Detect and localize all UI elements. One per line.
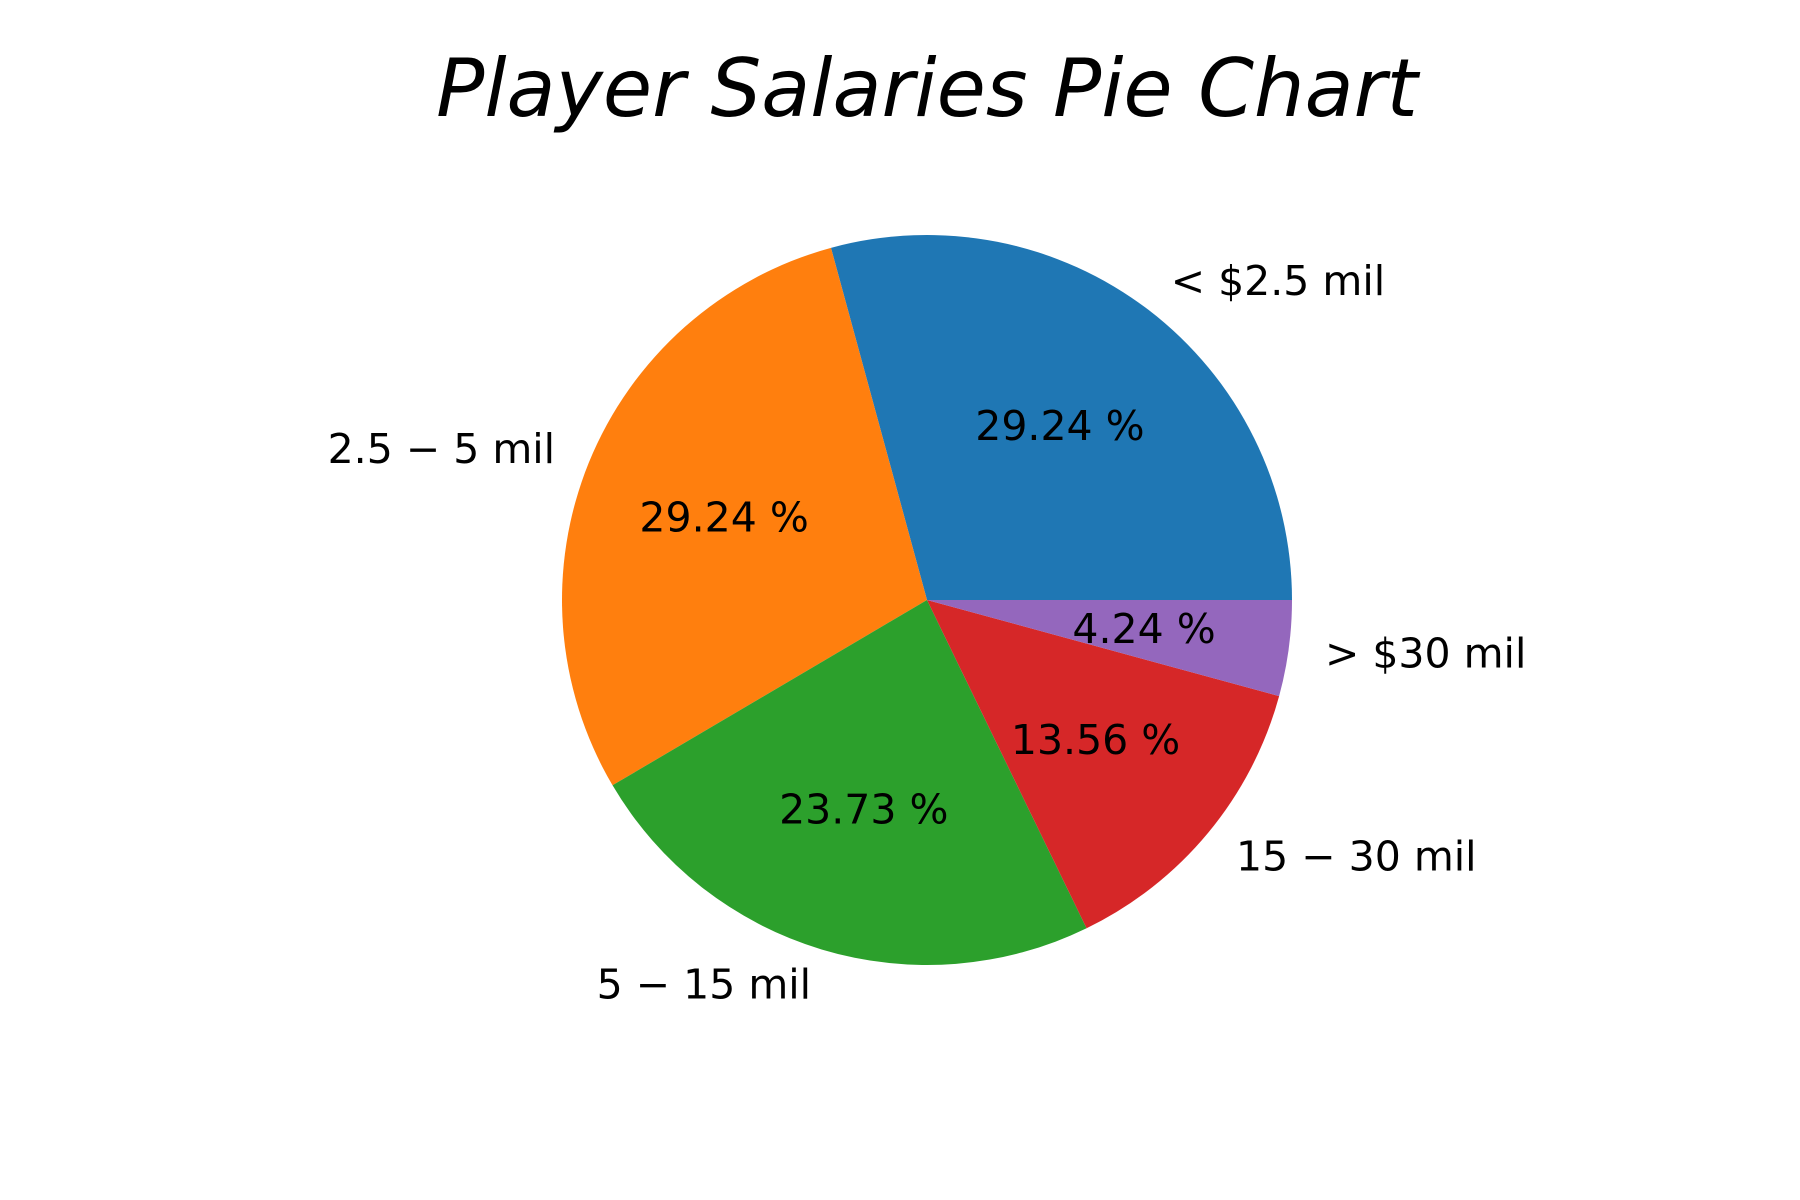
pie-slice-5 — [927, 600, 1292, 697]
pie-slice-1 — [830, 235, 1292, 601]
slice-label-5: > $30 mil — [1325, 629, 1526, 677]
pie-slices — [561, 235, 1292, 966]
slice-label-2: 2.5 − 5 mil — [328, 425, 555, 473]
pie-slice-4 — [927, 600, 1280, 929]
pie-labels: < $2.5 mil 29.24 % 2.5 − 5 mil 29.24 % 5 − 1… — [328, 257, 1527, 1008]
slice-percent-label-3: 23.73 % — [779, 786, 948, 834]
slice-percent-label-2: 29.24 % — [639, 494, 808, 542]
pie-slice-2 — [561, 247, 927, 786]
slice-label-3: 5 − 15 mil — [597, 960, 811, 1008]
slice-percent-label-1: 29.24 % — [975, 402, 1144, 450]
pie-slice-3 — [612, 600, 1087, 966]
slice-label-4: 15 − 30 mil — [1236, 832, 1477, 880]
chart-title: Player Salaries Pie Chart — [436, 42, 1420, 135]
slice-label-1: < $2.5 mil — [1171, 257, 1385, 305]
slice-percent-label-4: 13.56 % — [1011, 716, 1180, 764]
slice-percent-label-5: 4.24 % — [1072, 605, 1215, 653]
